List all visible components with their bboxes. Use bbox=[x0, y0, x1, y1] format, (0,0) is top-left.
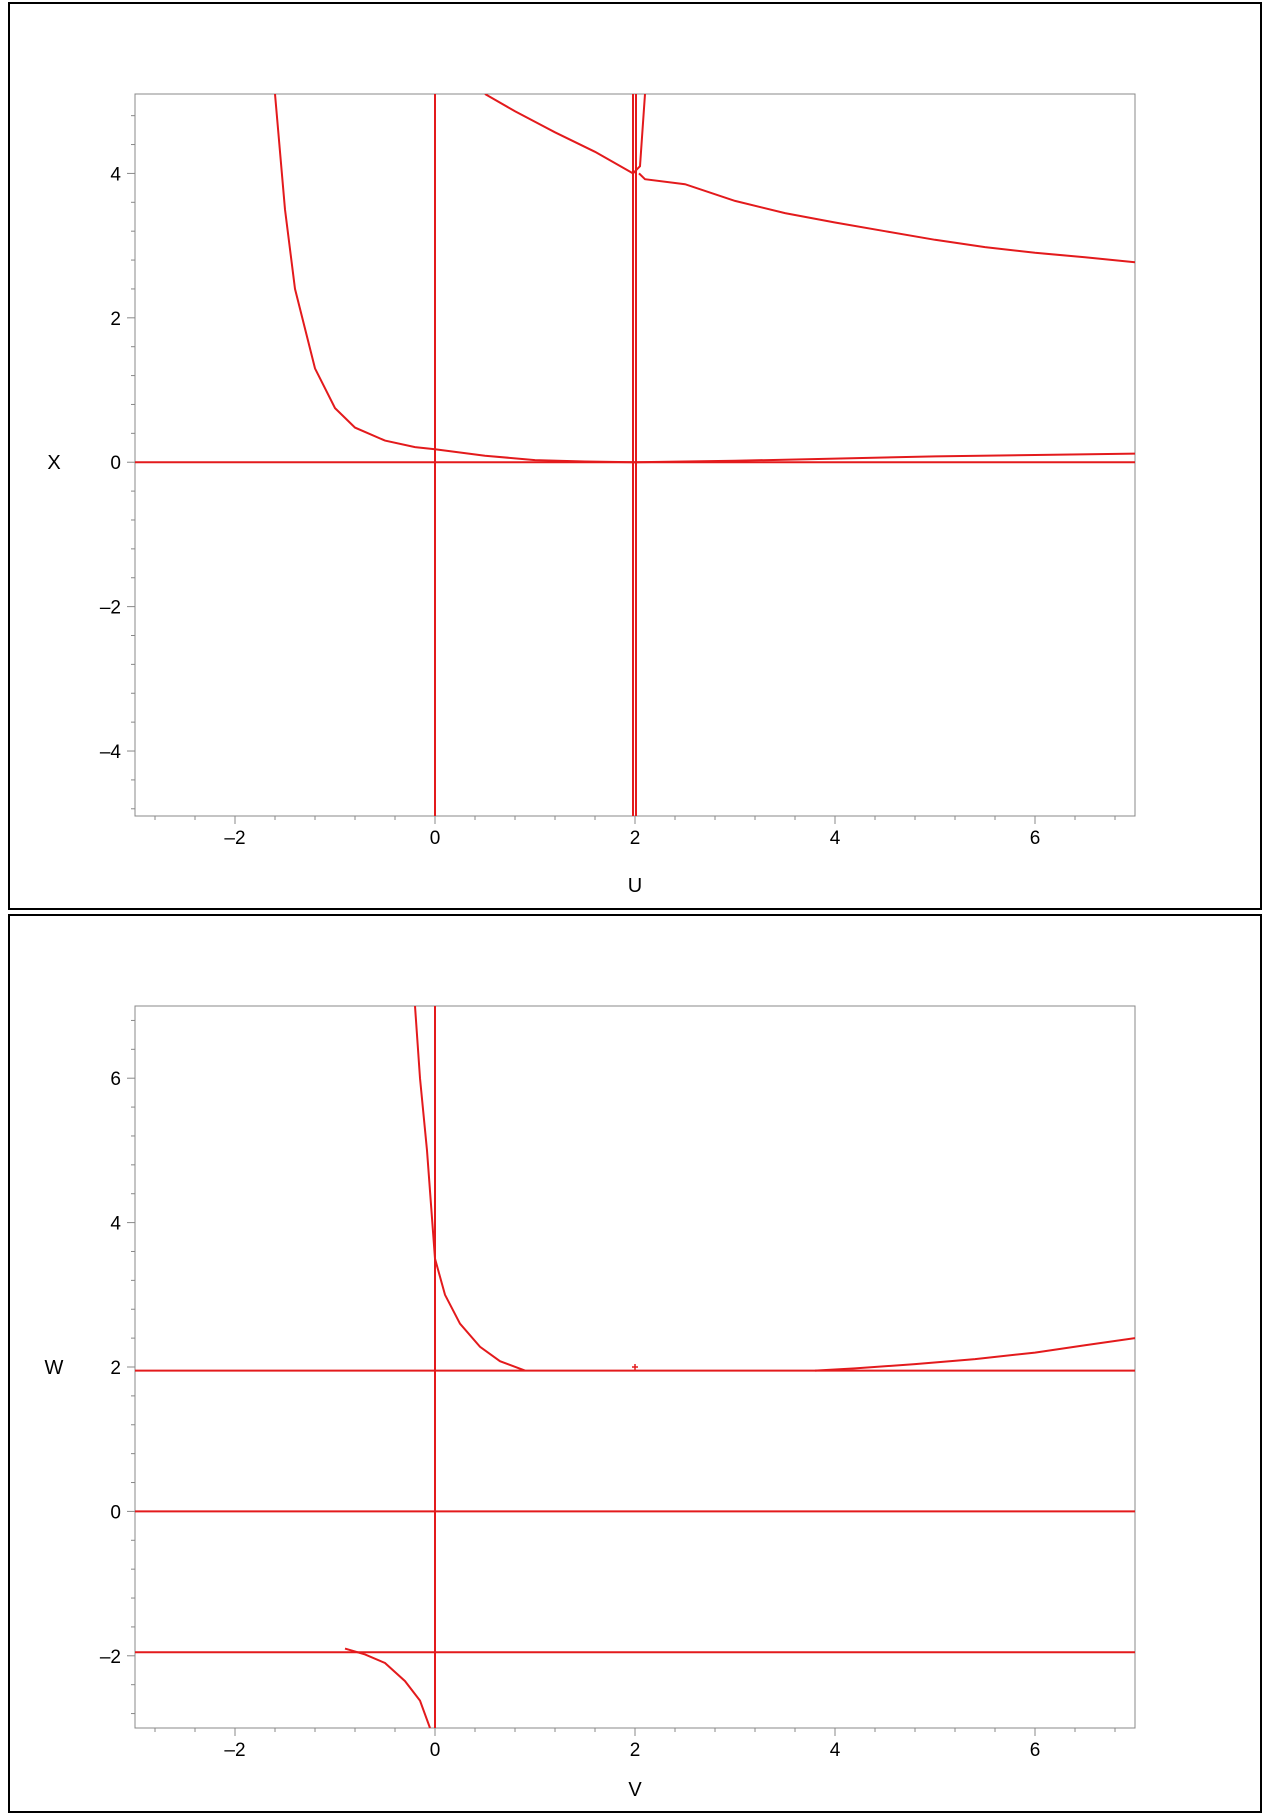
x-tick-label: 2 bbox=[630, 1740, 641, 1761]
y-tick-label: –2 bbox=[100, 1647, 121, 1668]
series-line bbox=[814, 1337, 1135, 1372]
x-tick-label: 4 bbox=[830, 828, 841, 849]
chart-ux: –2 0 2 4 6 –4 –2 0 2 4 U X bbox=[47, 93, 1136, 897]
x-tick-label: 6 bbox=[1030, 1740, 1041, 1761]
chart-vw: –2 0 2 4 6 –2 0 2 4 6 V W bbox=[45, 1005, 1136, 1801]
curves bbox=[135, 1006, 1135, 1728]
x-tick-label: 0 bbox=[430, 828, 441, 849]
series-line bbox=[414, 1006, 526, 1372]
y-tick-label: –4 bbox=[100, 742, 122, 763]
x-tick-label: 2 bbox=[630, 828, 641, 849]
y-axis-label: W bbox=[45, 1357, 64, 1379]
y-tick-label: 4 bbox=[110, 1214, 121, 1235]
chart-panel-top: –2 0 2 4 6 –4 –2 0 2 4 U X bbox=[8, 2, 1262, 910]
x-axis-label: V bbox=[628, 1779, 642, 1801]
series-line bbox=[274, 94, 1135, 464]
series-line bbox=[484, 94, 646, 175]
y-axis-label: X bbox=[47, 452, 60, 474]
x-tick-label: 6 bbox=[1030, 828, 1041, 849]
x-tick-label: 0 bbox=[430, 1740, 441, 1761]
chart-panel-bottom: –2 0 2 4 6 –2 0 2 4 6 V W bbox=[8, 914, 1262, 1813]
x-tick-label: –2 bbox=[224, 1740, 245, 1761]
x-axis-label: U bbox=[628, 875, 642, 897]
x-tick-label: –2 bbox=[224, 828, 245, 849]
y-tick-label: 2 bbox=[110, 1358, 121, 1379]
x-tick-label: 4 bbox=[830, 1740, 841, 1761]
y-tick-label: 4 bbox=[110, 164, 121, 185]
series-line bbox=[638, 172, 1135, 264]
y-tick-label: 0 bbox=[110, 453, 121, 474]
curves bbox=[135, 94, 1135, 816]
y-tick-label: 2 bbox=[110, 309, 121, 330]
y-tick-label: 0 bbox=[110, 1502, 121, 1523]
y-tick-label: 6 bbox=[110, 1069, 121, 1090]
y-tick-label: –2 bbox=[100, 598, 121, 619]
series-line bbox=[344, 1647, 431, 1728]
